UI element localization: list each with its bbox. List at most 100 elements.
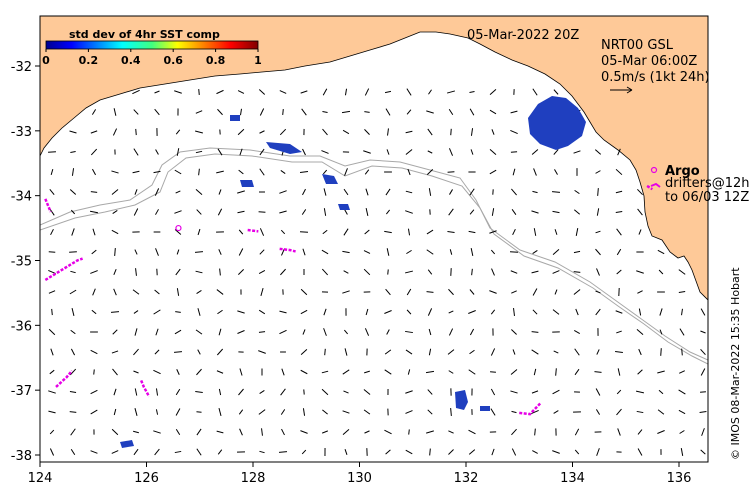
sst-patch <box>338 204 350 210</box>
current-vector <box>300 430 308 434</box>
current-vector <box>551 191 561 193</box>
current-vector <box>489 230 497 234</box>
current-vector <box>511 290 517 294</box>
current-vector <box>658 269 664 275</box>
current-vector <box>259 390 265 394</box>
current-vector <box>92 228 96 236</box>
current-vector <box>259 450 265 454</box>
current-vector <box>426 110 434 114</box>
current-vector <box>575 227 579 237</box>
current-vector <box>323 308 327 316</box>
current-vector <box>552 450 560 454</box>
current-vector <box>448 370 454 374</box>
colorbar-tick-label: 0 <box>42 54 50 67</box>
current-vector <box>111 189 119 195</box>
current-vector <box>573 271 581 273</box>
x-tick-label: 134 <box>560 471 585 486</box>
colorbar: std dev of 4hr SST comp 0 0.2 0.4 0.6 0.8 1 <box>42 28 262 67</box>
current-vector <box>364 430 370 434</box>
current-vector <box>195 329 203 335</box>
current-vector <box>636 410 644 414</box>
current-vector <box>531 270 539 274</box>
current-vector <box>595 409 601 415</box>
sst-patch <box>120 440 134 448</box>
current-vector <box>238 248 244 256</box>
x-tick-label: 126 <box>134 471 159 486</box>
current-vector <box>700 449 706 455</box>
current-vector <box>489 88 497 96</box>
current-vector <box>532 288 538 296</box>
current-vector <box>405 270 413 274</box>
current-vector <box>405 210 413 214</box>
isobath-line <box>40 153 708 365</box>
current-vector <box>50 348 54 356</box>
current-vector <box>597 188 599 196</box>
current-vector <box>132 289 140 295</box>
current-vector <box>678 389 686 395</box>
current-vector <box>114 248 116 256</box>
current-vector <box>490 309 496 315</box>
current-vector <box>90 450 98 454</box>
current-vector <box>341 110 351 114</box>
current-vector <box>196 448 202 456</box>
current-vector <box>405 449 413 455</box>
current-vector <box>91 309 97 315</box>
current-vector <box>594 149 602 155</box>
current-vector <box>133 310 139 314</box>
current-vector <box>111 450 119 454</box>
current-vector <box>428 89 432 95</box>
current-vector <box>198 88 200 96</box>
current-vector <box>615 190 623 194</box>
current-vector <box>533 168 537 176</box>
current-vector <box>259 249 265 255</box>
current-vector <box>616 248 622 256</box>
current-vector <box>405 149 413 155</box>
sst-patch <box>480 406 490 411</box>
current-vector <box>678 290 686 294</box>
current-vector <box>617 148 621 156</box>
current-vector <box>258 409 266 415</box>
colorbar-tick-label: 0.2 <box>79 54 99 67</box>
current-vector <box>679 430 685 434</box>
current-vector <box>407 228 411 236</box>
current-vector <box>512 349 516 355</box>
current-vector <box>386 149 390 155</box>
current-vector <box>384 90 392 94</box>
y-tick-label: -34 <box>11 190 32 205</box>
current-vector <box>385 449 391 455</box>
current-vector <box>154 289 160 295</box>
current-vector <box>574 189 580 195</box>
sst-patch <box>230 115 240 121</box>
current-vector <box>133 370 139 374</box>
current-vector <box>595 388 601 396</box>
current-vector <box>197 349 201 355</box>
current-vector <box>279 190 287 194</box>
current-vector <box>448 430 454 434</box>
current-vector <box>259 108 265 116</box>
current-vector <box>49 208 55 216</box>
current-vector <box>532 450 538 454</box>
current-vector <box>657 370 665 374</box>
current-vector <box>175 429 181 435</box>
valid-time: 05-Mar 06:00Z <box>601 54 697 69</box>
current-vector <box>174 329 182 335</box>
current-vector <box>217 309 223 315</box>
current-vector <box>218 328 222 336</box>
current-vector <box>154 448 160 456</box>
current-vector <box>449 249 453 255</box>
credit-text: © IMOS 08-Mar-2022 15:35 Hobart <box>729 267 742 460</box>
current-vector <box>448 148 454 156</box>
current-vector <box>491 448 495 456</box>
current-vector <box>196 428 202 436</box>
current-vector <box>153 369 161 375</box>
current-vector <box>217 449 223 455</box>
current-vector <box>154 349 160 355</box>
current-vector <box>342 129 350 135</box>
current-vector <box>574 330 580 334</box>
current-vector <box>448 288 454 296</box>
current-vector <box>175 311 181 313</box>
current-vector <box>638 348 642 356</box>
current-vector <box>490 249 496 255</box>
current-vector <box>405 349 413 355</box>
